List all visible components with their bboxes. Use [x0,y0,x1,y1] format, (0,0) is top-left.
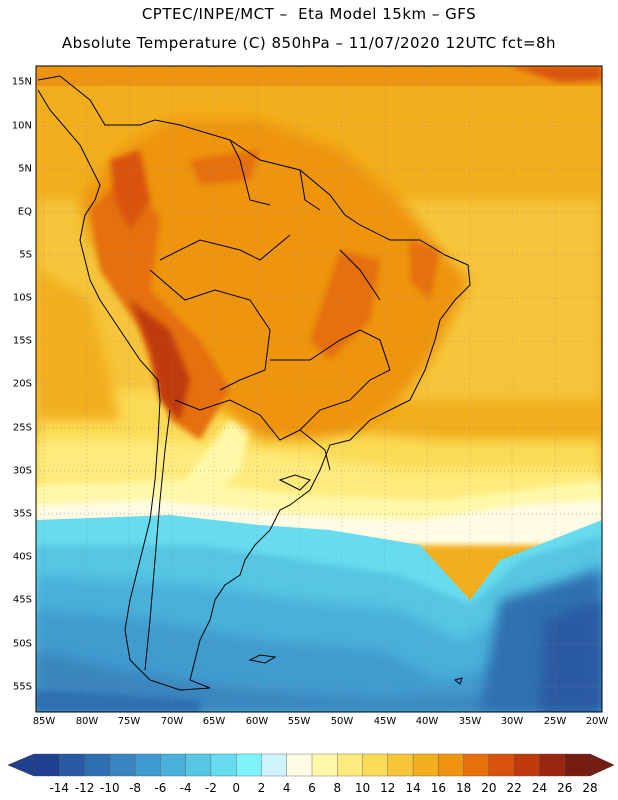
colorbar-label: -4 [179,781,192,795]
longitude-label: 70W [160,716,184,727]
latitude-label: 30S [12,465,32,477]
colorbar-swatch [539,753,566,777]
title-line-1: CPTEC/INPE/MCT – Eta Model 15km – GFS [141,5,477,23]
colorbar-swatch [412,753,439,777]
colorbar-swatch [362,753,389,777]
latitude-label: 55S [12,681,32,693]
colorbar-swatch [134,753,161,777]
longitude-label: 50W [330,716,354,727]
colorbar-swatch [286,753,313,777]
latitude-label: 35S [12,508,32,520]
colorbar-swatch [33,753,60,777]
latitude-label: 15N [11,76,32,88]
longitude-label: 35W [458,716,482,727]
latitude-label: 5S [19,249,32,261]
latitude-label: 25S [12,422,32,434]
latitude-label: 40S [12,551,32,563]
colorbar-label: 12 [380,781,396,795]
colorbar-swatch [337,753,364,777]
colorbar-label: 20 [481,781,497,795]
colorbar-label: -6 [154,781,167,795]
colorbar-label: 16 [430,781,446,795]
colorbar-swatch [387,753,414,777]
colorbar-swatch [160,753,187,777]
colorbar-label: 28 [582,781,598,795]
colorbar-min-arrow [7,753,35,777]
map-frame [35,65,603,713]
colorbar-label: 8 [333,781,342,795]
coastlines [37,75,471,691]
colorbar-swatch [488,753,515,777]
latitude-label: 20S [12,378,32,390]
latitude-label: EQ [17,206,32,218]
colorbar-label: 0 [232,781,240,795]
latitude-label: 10S [12,292,32,304]
colorbar-swatch [463,753,490,777]
longitude-label: 20W [585,716,609,727]
colorbar-swatch [564,753,591,777]
longitude-label: 60W [245,716,269,727]
colorbar-label: -2 [204,781,217,795]
colorbar-label: 22 [506,781,522,795]
colorbar-label: 24 [531,781,548,795]
latitude-label: 15S [12,335,32,347]
longitude-label: 80W [75,716,99,727]
colorbar-swatch [185,753,212,777]
colorbar-swatch [84,753,111,777]
colorbar-label: 2 [257,781,266,795]
colorbar-label: 4 [282,781,291,795]
colorbar-swatch [210,753,237,777]
longitude-label: 75W [117,716,141,727]
longitude-label: 85W [32,716,56,727]
colorbar-swatch [109,753,136,777]
colorbar-max-arrow [589,753,615,777]
longitude-label: 40W [415,716,439,727]
latitude-label: 50S [12,638,32,650]
colorbar-swatch [438,753,465,777]
temperature-field [36,66,602,712]
latitude-label: 45S [12,594,32,606]
colorbar-label: -14 [49,781,70,795]
title-line-2: Absolute Temperature (C) 850hPa – 11/07/… [61,34,557,52]
latitude-label: 5N [18,163,32,175]
colorbar-label: 26 [557,781,573,795]
colorbar-label: -8 [129,781,142,795]
colorbar-label: 6 [308,781,316,795]
colorbar-swatch [261,753,288,777]
colorbar-swatch [59,753,86,777]
colorbar-swatch [311,753,338,777]
longitude-label: 45W [373,716,397,727]
colorbar-swatch [235,753,262,777]
colorbar-swatch [513,753,540,777]
colorbar-label: 14 [405,781,421,795]
latitude-label: 10N [11,120,32,132]
colorbar [7,753,615,777]
longitude-label: 30W [500,716,524,727]
colorbar-label: -10 [100,781,120,795]
colorbar-label: 18 [455,781,472,795]
colorbar-label: -12 [74,781,95,795]
longitude-label: 65W [202,716,226,727]
longitude-label: 25W [543,716,567,727]
colorbar-label: 10 [354,781,371,795]
longitude-label: 55W [287,716,311,727]
